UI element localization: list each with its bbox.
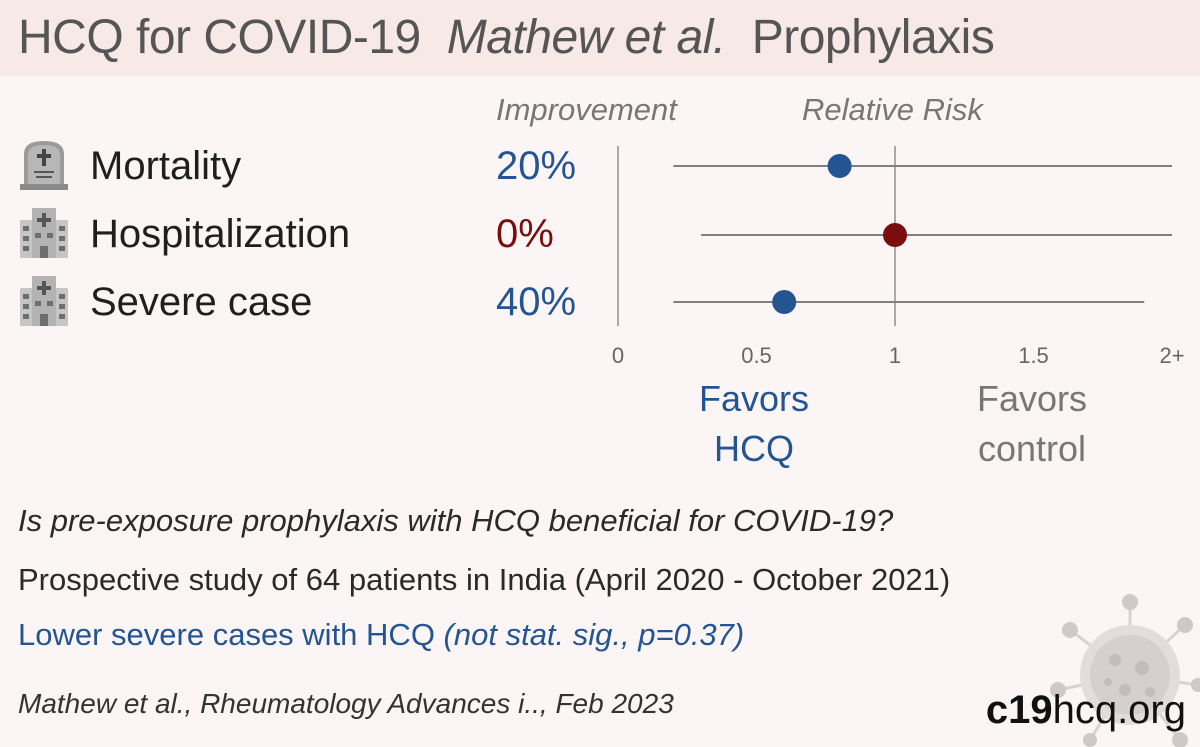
brand-rest: hcq.org: [1052, 688, 1186, 732]
x-tick-label: 0.5: [741, 343, 772, 368]
page-title: HCQ for COVID-19 Mathew et al. Prophylaxis: [18, 10, 995, 65]
favors-control-line2: control: [977, 428, 1087, 469]
outcome-row-mortality: Mortality: [18, 138, 498, 194]
favors-hcq-line2: HCQ: [714, 428, 794, 469]
hospital-icon: [20, 276, 68, 326]
header-bar: HCQ for COVID-19 Mathew et al. Prophylaxis: [0, 0, 1200, 76]
tombstone-icon: [20, 141, 68, 190]
improvement-value-severe-case: 40%: [496, 280, 577, 324]
favors-control-label: Favors control: [962, 374, 1102, 474]
favors-hcq-label: Favors HCQ: [684, 374, 824, 474]
improvement-header: Improvement: [496, 92, 677, 127]
point-estimate: [827, 154, 852, 178]
study-result: Lower severe cases with HCQ (not stat. s…: [18, 617, 744, 653]
outcome-row-severe-case: Severe case: [18, 274, 498, 330]
outcome-label: Severe case: [90, 280, 313, 324]
virus-icon: [1050, 594, 1200, 747]
improvement-value-mortality: 20%: [496, 144, 577, 188]
study-description: Prospective study of 64 patients in Indi…: [18, 562, 951, 597]
favors-hcq-line1: Favors: [698, 378, 810, 419]
outcome-label: Mortality: [90, 144, 242, 188]
point-estimate: [883, 223, 907, 247]
favors-control-line1: Favors: [976, 378, 1088, 419]
x-tick-label: 0: [612, 343, 624, 368]
x-tick-label: 1: [889, 343, 901, 368]
result-text: Lower severe cases with HCQ: [18, 617, 444, 652]
forest-plot: 0 0.5 1 1.5 2+: [612, 146, 1185, 368]
outcome-label: Hospitalization: [90, 212, 351, 256]
relative-risk-header: Relative Risk: [802, 92, 983, 127]
title-authors: Mathew et al.: [446, 11, 726, 64]
title-main: HCQ for COVID-19: [18, 11, 421, 64]
point-estimate: [772, 290, 797, 314]
result-significance: (not stat. sig., p=0.37): [443, 617, 745, 652]
brand-bold: c19: [985, 688, 1053, 732]
outcome-row-hospitalization: Hospitalization: [18, 206, 498, 262]
x-tick-label: 2+: [1159, 343, 1184, 368]
improvement-value-hospitalization: 0%: [496, 212, 554, 256]
brand-logo: c19hcq.org: [986, 688, 1186, 733]
citation: Mathew et al., Rheumatology Advances i..…: [18, 688, 674, 719]
x-tick-label: 1.5: [1018, 343, 1049, 368]
study-question: Is pre-exposure prophylaxis with HCQ ben…: [18, 503, 894, 538]
title-type: Prophylaxis: [751, 11, 995, 64]
hospital-icon: [20, 208, 68, 258]
